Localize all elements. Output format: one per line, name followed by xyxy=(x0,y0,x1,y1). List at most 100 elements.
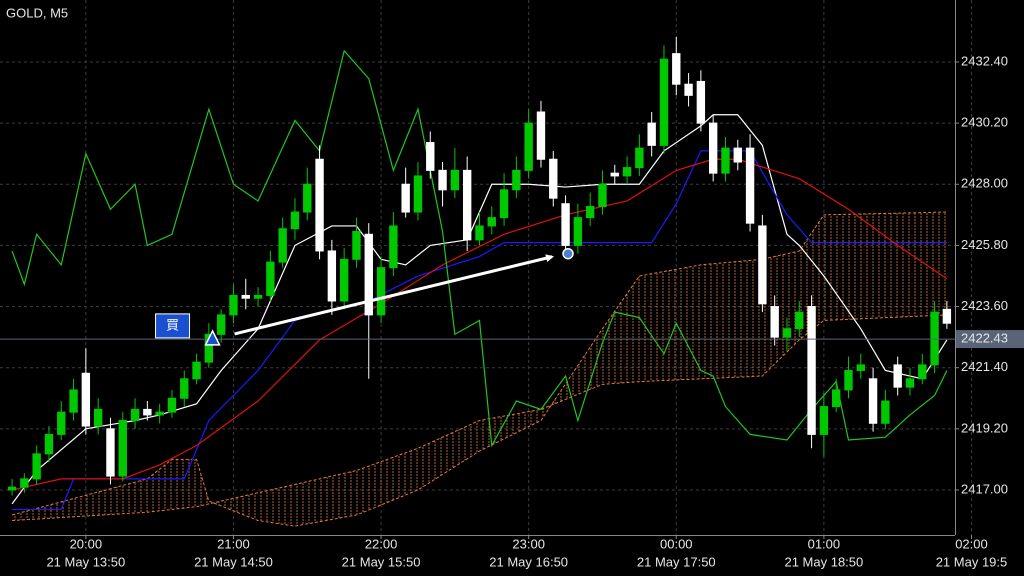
candle-body xyxy=(536,111,546,160)
candle-body xyxy=(868,378,878,424)
indicator-line xyxy=(11,158,948,491)
candle-body xyxy=(69,389,78,413)
candle-body xyxy=(819,406,829,435)
candle-body xyxy=(167,397,177,413)
y-tick-label: 2428.00 xyxy=(961,176,1008,191)
candle-body xyxy=(7,486,17,491)
candle-body xyxy=(130,408,140,421)
candle-body xyxy=(216,314,226,335)
x-tick-label: 00:00 xyxy=(660,536,693,551)
chart-title: GOLD, M5 xyxy=(6,5,68,20)
candle-body xyxy=(81,372,91,427)
candle-body xyxy=(782,328,792,338)
candle-body xyxy=(635,147,644,169)
entry-marker xyxy=(204,329,221,346)
candle-body xyxy=(106,428,115,477)
candle-body xyxy=(475,225,484,241)
candle-body xyxy=(438,169,447,191)
candle-body xyxy=(524,122,533,171)
candle-body xyxy=(253,294,263,299)
trade-arrow xyxy=(234,254,554,336)
candle-body xyxy=(647,122,656,146)
cloud-fill xyxy=(12,212,947,527)
y-tick-label: 2421.40 xyxy=(961,359,1008,374)
candle-body xyxy=(376,267,386,316)
candle-body xyxy=(905,378,915,388)
candle-body xyxy=(807,306,816,435)
cloud-span xyxy=(12,314,947,522)
candle-body xyxy=(512,169,521,191)
candle-body xyxy=(462,169,472,241)
candle-body xyxy=(585,205,595,219)
x-tick-label-secondary: 21 May 19:5 xyxy=(936,554,1008,569)
plot-area xyxy=(0,36,955,527)
candle-body xyxy=(659,58,669,146)
indicator-line xyxy=(11,114,948,505)
x-tick-label: 01:00 xyxy=(808,536,841,551)
x-tick-label: 02:00 xyxy=(955,536,988,551)
candle-body xyxy=(229,294,238,316)
candle-body xyxy=(610,172,619,177)
candle-body xyxy=(696,80,706,124)
x-tick-label-secondary: 21 May 18:50 xyxy=(784,554,863,569)
candle-body xyxy=(684,83,693,96)
candle-body xyxy=(770,306,779,338)
x-tick-label: 22:00 xyxy=(365,536,398,551)
trade-label-box xyxy=(155,313,191,339)
candle-body xyxy=(795,311,804,330)
last-price-label: 2422.43 xyxy=(961,331,1008,346)
candle-body xyxy=(745,147,755,224)
candle-body xyxy=(327,250,337,302)
candle-body xyxy=(708,122,718,174)
candle-body xyxy=(893,364,902,388)
candle-body xyxy=(856,364,865,371)
candle-body xyxy=(303,183,312,213)
candle-body xyxy=(413,175,423,213)
candle-body xyxy=(758,225,767,305)
candle-body xyxy=(278,228,287,263)
candle-body xyxy=(942,308,952,324)
x-tick-label-secondary: 21 May 16:50 xyxy=(489,554,568,569)
candle-body xyxy=(573,217,583,246)
candle-body xyxy=(672,53,681,85)
candle-body xyxy=(180,378,189,399)
x-tick-label: 20:00 xyxy=(70,536,103,551)
candle-body xyxy=(118,419,127,477)
candle-body xyxy=(57,411,66,435)
candle-body xyxy=(339,258,349,302)
candle-body xyxy=(389,225,398,269)
candle-body xyxy=(32,453,41,480)
candle-body xyxy=(93,408,103,427)
y-tick-label: 2423.60 xyxy=(961,298,1008,313)
candle-body xyxy=(20,478,29,488)
candle-body xyxy=(204,333,214,363)
candle-body xyxy=(733,147,742,163)
y-tick-label: 2417.00 xyxy=(961,481,1008,496)
candle-body xyxy=(364,233,373,316)
candle-body xyxy=(241,294,250,299)
x-tick-label-secondary: 21 May 13:50 xyxy=(46,554,125,569)
candle-body xyxy=(549,158,558,199)
indicator-line xyxy=(11,49,948,448)
y-tick-label: 2425.80 xyxy=(961,237,1008,252)
x-tick-label-secondary: 21 May 14:50 xyxy=(194,554,273,569)
candle-body xyxy=(401,183,410,213)
y-tick-label: 2430.20 xyxy=(961,115,1008,130)
x-tick-label: 21:00 xyxy=(217,536,250,551)
candle-body xyxy=(155,411,164,416)
candle-body xyxy=(561,203,570,246)
candle-body xyxy=(266,261,275,296)
candle-body xyxy=(143,408,152,416)
x-tick-label-secondary: 21 May 17:50 xyxy=(637,554,716,569)
candle-body xyxy=(881,400,890,424)
candle-body xyxy=(192,361,201,380)
candle-body xyxy=(450,169,460,191)
y-tick-label: 2419.20 xyxy=(961,420,1008,435)
candle-body xyxy=(622,167,632,177)
last-price-box xyxy=(956,330,1024,349)
candle-body xyxy=(315,158,324,252)
candle-body xyxy=(290,211,300,230)
